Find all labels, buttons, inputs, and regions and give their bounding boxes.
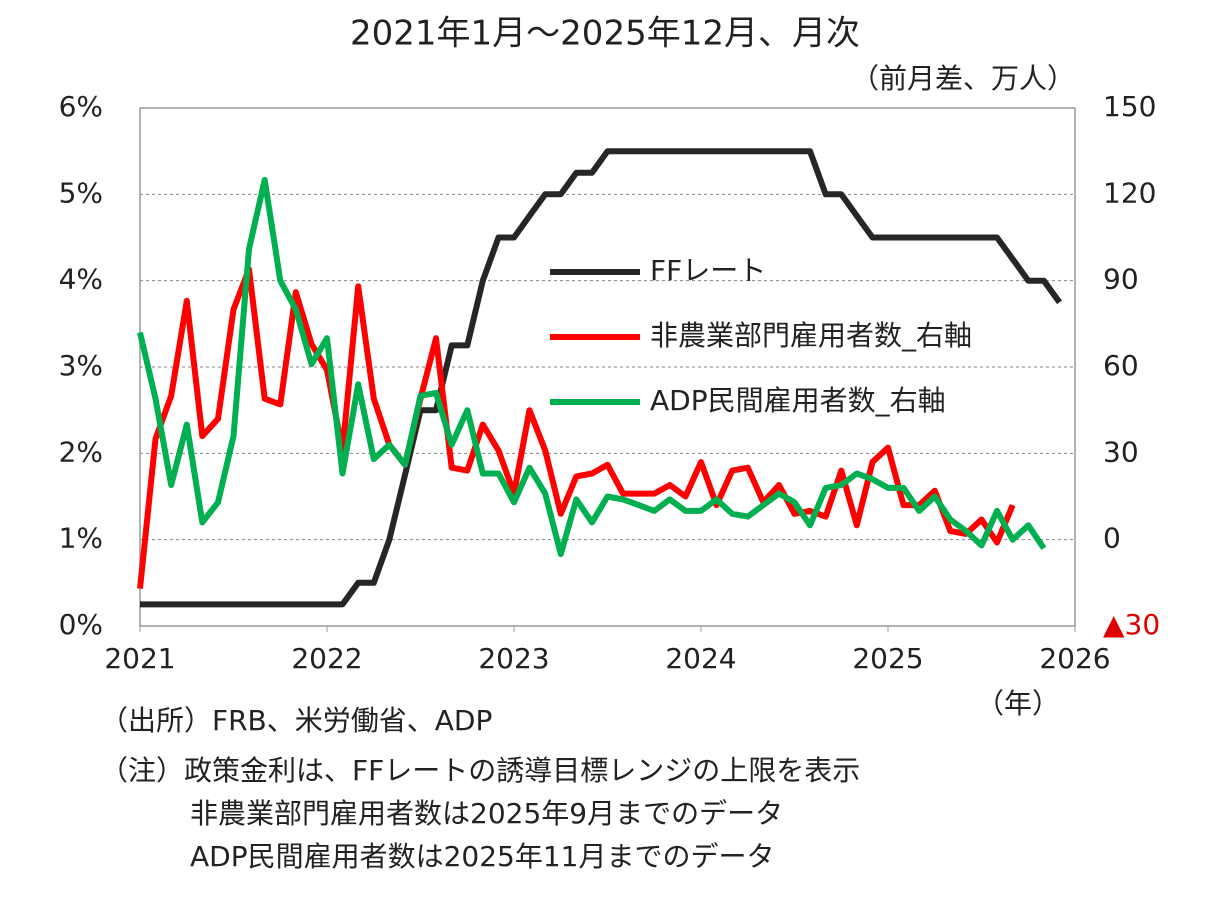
legend-label: ADP民間雇用者数_右軸 xyxy=(650,384,946,417)
y2-tick-label: 0 xyxy=(1103,522,1121,555)
note: （出所）FRB、米労働省、ADP xyxy=(100,704,492,737)
series-line xyxy=(140,148,1062,608)
x-tick-label: 2023 xyxy=(478,642,549,675)
y-tick-label: 5% xyxy=(59,176,103,209)
x-tick-label: 2025 xyxy=(852,642,923,675)
x-tick-label: 2022 xyxy=(291,642,362,675)
y-tick-label: 4% xyxy=(59,263,103,296)
x-tick-label: 2024 xyxy=(665,642,736,675)
y2-tick-label: ▲30 xyxy=(1103,608,1160,641)
x-tick-label: 2026 xyxy=(1039,642,1110,675)
note: 非農業部門雇用者数は2025年9月までのデータ xyxy=(190,797,783,830)
legend-label: FFレート xyxy=(650,254,766,287)
y-tick-label: 6% xyxy=(59,90,103,123)
y-tick-label: 0% xyxy=(59,608,103,641)
y2-axis-label: （前月差、万人） xyxy=(851,62,1075,95)
y2-tick-label: 60 xyxy=(1103,349,1139,382)
y-tick-label: 3% xyxy=(59,349,103,382)
series-line xyxy=(137,176,1047,558)
x-tick-label: 2021 xyxy=(104,642,175,675)
chart-title: 2021年1月～2025年12月、月次 xyxy=(350,14,860,54)
y-tick-label: 1% xyxy=(59,522,103,555)
y2-tick-label: 120 xyxy=(1103,176,1156,209)
y2-tick-label: 90 xyxy=(1103,263,1139,296)
series-line xyxy=(137,266,1016,589)
legend-label: 非農業部門雇用者数_右軸 xyxy=(650,319,972,352)
y2-tick-label: 150 xyxy=(1103,90,1156,123)
x-axis-label: （年） xyxy=(976,687,1060,720)
note: （注）政策金利は、FFレートの誘導目標レンジの上限を表示 xyxy=(100,754,860,787)
y2-tick-label: 30 xyxy=(1103,435,1139,468)
y-tick-label: 2% xyxy=(59,435,103,468)
note: ADP民間雇用者数は2025年11月までのデータ xyxy=(190,840,775,873)
